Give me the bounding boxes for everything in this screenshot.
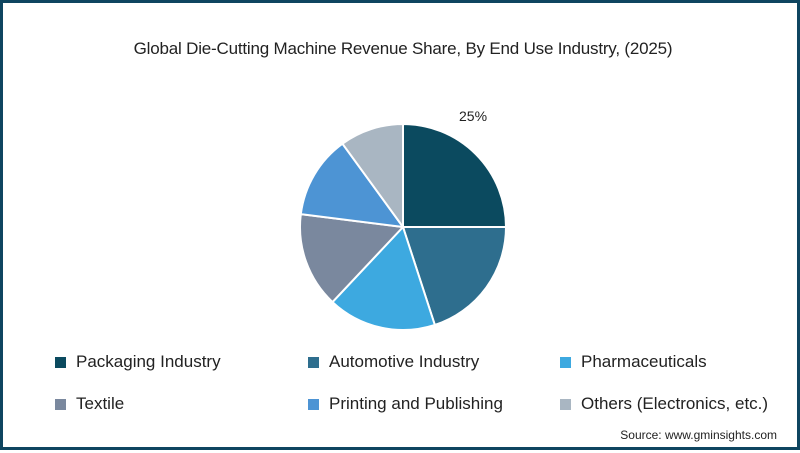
legend-item-pharmaceuticals[interactable]: Pharmaceuticals bbox=[560, 352, 707, 372]
pie-slice-others-electronics-etc[interactable] bbox=[341, 122, 404, 231]
legend-swatch-icon bbox=[308, 356, 319, 368]
legend-item-textile[interactable]: Textile bbox=[55, 394, 124, 414]
legend-label: Textile bbox=[76, 394, 125, 413]
pie-slice-automotive-industry[interactable] bbox=[401, 226, 508, 327]
pie-slice-printing-and-publishing[interactable] bbox=[299, 142, 406, 229]
legend-swatch-icon bbox=[560, 356, 571, 368]
legend-swatch-icon bbox=[308, 398, 319, 410]
legend-swatch-icon bbox=[55, 398, 66, 410]
legend-item-others[interactable]: Others (Electronics, etc.) bbox=[560, 394, 768, 414]
legend-label: Others (Electronics, etc.) bbox=[581, 394, 769, 413]
legend-swatch-icon bbox=[560, 398, 571, 410]
source-text: Source: www.gminsights.com bbox=[620, 428, 777, 442]
data-label-packaging: 25% bbox=[459, 108, 488, 124]
legend-swatch-icon bbox=[55, 356, 66, 368]
chart-title: Global Die-Cutting Machine Revenue Share… bbox=[133, 39, 673, 58]
pie-slice-pharmaceuticals[interactable] bbox=[331, 225, 437, 331]
pie-slice-textile[interactable] bbox=[299, 212, 406, 304]
legend-item-packaging[interactable]: Packaging Industry bbox=[55, 352, 221, 372]
legend-item-printing[interactable]: Printing and Publishing bbox=[308, 394, 503, 414]
pie-chart bbox=[299, 122, 508, 331]
legend: Packaging Industry Automotive Industry P… bbox=[3, 3, 800, 453]
legend-label: Packaging Industry bbox=[76, 352, 221, 371]
pie-chart-area bbox=[3, 3, 800, 343]
legend-label: Pharmaceuticals bbox=[581, 352, 707, 371]
legend-label: Printing and Publishing bbox=[329, 394, 503, 413]
legend-item-automotive[interactable]: Automotive Industry bbox=[308, 352, 479, 372]
legend-label: Automotive Industry bbox=[329, 352, 480, 371]
pie-slice-packaging-industry[interactable] bbox=[402, 122, 508, 228]
